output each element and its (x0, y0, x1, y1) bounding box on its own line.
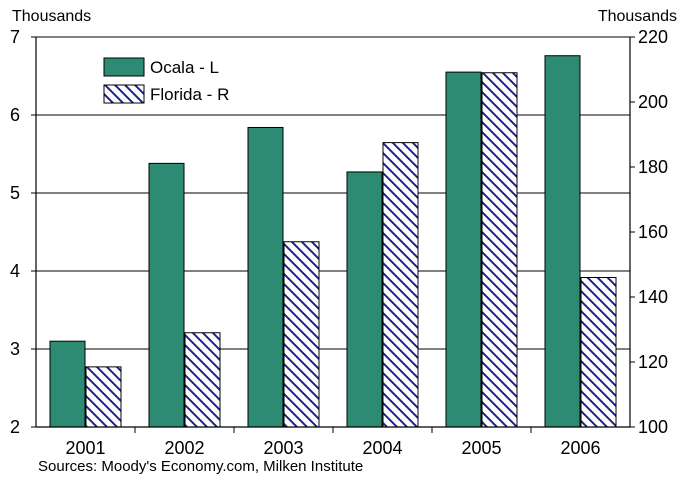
x-tick-label: 2006 (560, 438, 600, 458)
bar-florida (481, 72, 518, 428)
legend-label-ocala: Ocala - L (150, 58, 219, 77)
right-tick-label: 180 (638, 157, 668, 177)
left-tick-label: 3 (10, 339, 20, 359)
bar-ocala (247, 126, 284, 428)
right-tick-label: 220 (638, 27, 668, 47)
x-tick-label: 2001 (65, 438, 105, 458)
legend-swatch-florida (103, 84, 145, 104)
x-tick-label: 2004 (362, 438, 402, 458)
legend-label-florida: Florida - R (150, 85, 229, 104)
bar-florida (580, 277, 617, 428)
x-tick-label: 2005 (461, 438, 501, 458)
bar-florida (382, 142, 419, 428)
bar-ocala (346, 171, 383, 428)
bar-florida (283, 241, 320, 428)
unit-label-right: Thousands (597, 8, 677, 25)
left-tick-label: 4 (10, 261, 20, 281)
bar-ocala (544, 55, 581, 428)
right-tick-label: 140 (638, 287, 668, 307)
right-tick-label: 120 (638, 352, 668, 372)
unit-label-left: Thousands (12, 8, 92, 25)
bar-ocala (445, 71, 482, 428)
left-tick-label: 7 (10, 27, 20, 47)
legend-swatch-ocala (103, 57, 145, 77)
bar-ocala (148, 162, 185, 428)
right-tick-label: 160 (638, 222, 668, 242)
left-tick-label: 5 (10, 183, 20, 203)
source-note: Sources: Moody's Economy.com, Milken Ins… (38, 458, 364, 475)
right-tick-label: 200 (638, 92, 668, 112)
bar-florida (184, 332, 221, 428)
bar-florida (85, 366, 122, 428)
bar-ocala (49, 340, 86, 428)
right-tick-label: 100 (638, 417, 668, 437)
left-tick-label: 6 (10, 105, 20, 125)
x-tick-label: 2003 (263, 438, 303, 458)
left-tick-label: 2 (10, 417, 20, 437)
x-tick-label: 2002 (164, 438, 204, 458)
